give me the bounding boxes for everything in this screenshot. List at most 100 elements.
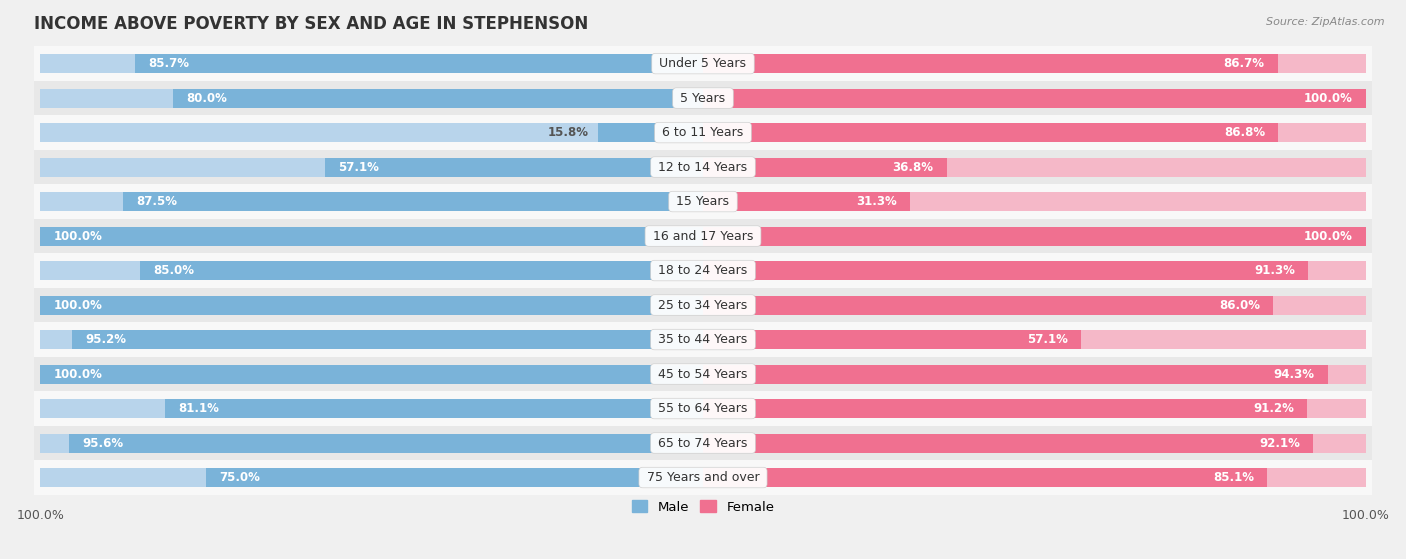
Text: 100.0%: 100.0% — [1303, 92, 1353, 105]
Text: INCOME ABOVE POVERTY BY SEX AND AGE IN STEPHENSON: INCOME ABOVE POVERTY BY SEX AND AGE IN S… — [34, 15, 588, 33]
Bar — [703, 468, 1267, 487]
Bar — [41, 330, 703, 349]
Text: 15 Years: 15 Years — [672, 195, 734, 208]
Text: 65 to 74 Years: 65 to 74 Years — [654, 437, 752, 449]
Bar — [41, 158, 703, 177]
Bar — [166, 399, 703, 418]
Bar — [703, 296, 1365, 315]
Bar — [41, 468, 703, 487]
Text: 86.7%: 86.7% — [1223, 57, 1264, 70]
Text: Under 5 Years: Under 5 Years — [655, 57, 751, 70]
Bar — [41, 123, 703, 142]
Text: 80.0%: 80.0% — [186, 92, 226, 105]
Text: 85.7%: 85.7% — [148, 57, 190, 70]
Bar — [703, 88, 1365, 107]
Bar — [703, 226, 1365, 245]
Text: 91.3%: 91.3% — [1254, 264, 1295, 277]
Text: 6 to 11 Years: 6 to 11 Years — [658, 126, 748, 139]
Text: 15.8%: 15.8% — [547, 126, 588, 139]
Text: 57.1%: 57.1% — [337, 160, 378, 174]
Bar — [135, 54, 703, 73]
Bar — [34, 219, 1372, 253]
Bar — [703, 468, 1365, 487]
Text: 12 to 14 Years: 12 to 14 Years — [654, 160, 752, 174]
Text: 86.8%: 86.8% — [1225, 126, 1265, 139]
Bar — [703, 399, 1308, 418]
Bar — [139, 261, 703, 280]
Bar — [205, 468, 703, 487]
Bar — [34, 253, 1372, 288]
Bar — [703, 364, 1365, 383]
Bar — [72, 330, 703, 349]
Bar — [703, 434, 1313, 453]
Text: 85.0%: 85.0% — [153, 264, 194, 277]
Text: 86.0%: 86.0% — [1219, 299, 1260, 311]
Text: 94.3%: 94.3% — [1274, 367, 1315, 381]
Bar — [41, 226, 703, 245]
Bar — [703, 123, 1278, 142]
Bar — [703, 261, 1365, 280]
Bar — [703, 261, 1308, 280]
Text: 85.1%: 85.1% — [1213, 471, 1254, 484]
Bar — [325, 158, 703, 177]
Text: 95.2%: 95.2% — [86, 333, 127, 346]
Text: 25 to 34 Years: 25 to 34 Years — [654, 299, 752, 311]
Text: 36.8%: 36.8% — [893, 160, 934, 174]
Text: 100.0%: 100.0% — [53, 230, 103, 243]
Text: 35 to 44 Years: 35 to 44 Years — [654, 333, 752, 346]
Bar — [34, 357, 1372, 391]
Text: 45 to 54 Years: 45 to 54 Years — [654, 367, 752, 381]
Text: 75.0%: 75.0% — [219, 471, 260, 484]
Bar — [703, 88, 1365, 107]
Text: 55 to 64 Years: 55 to 64 Years — [654, 402, 752, 415]
Bar — [703, 123, 1365, 142]
Bar — [34, 391, 1372, 426]
Text: 31.3%: 31.3% — [856, 195, 897, 208]
Bar — [703, 158, 1365, 177]
Bar — [41, 296, 703, 315]
Bar — [34, 81, 1372, 115]
Bar — [124, 192, 703, 211]
Text: Source: ZipAtlas.com: Source: ZipAtlas.com — [1267, 17, 1385, 27]
Bar — [34, 460, 1372, 495]
Bar — [41, 364, 703, 383]
Bar — [41, 261, 703, 280]
Bar — [703, 54, 1365, 73]
Bar — [703, 192, 1365, 211]
Bar — [41, 399, 703, 418]
Text: 5 Years: 5 Years — [676, 92, 730, 105]
Bar — [34, 115, 1372, 150]
Bar — [703, 226, 1365, 245]
Bar — [703, 434, 1365, 453]
Bar — [41, 88, 703, 107]
Bar — [34, 323, 1372, 357]
Bar — [703, 399, 1365, 418]
Bar — [703, 364, 1329, 383]
Bar — [34, 184, 1372, 219]
Bar — [69, 434, 703, 453]
Bar — [703, 330, 1365, 349]
Text: 100.0%: 100.0% — [53, 299, 103, 311]
Text: 75 Years and over: 75 Years and over — [643, 471, 763, 484]
Bar — [703, 54, 1278, 73]
Text: 100.0%: 100.0% — [53, 367, 103, 381]
Text: 91.2%: 91.2% — [1253, 402, 1295, 415]
Bar — [41, 434, 703, 453]
Legend: Male, Female: Male, Female — [626, 495, 780, 519]
Bar — [41, 54, 703, 73]
Bar — [703, 192, 911, 211]
Bar — [34, 426, 1372, 460]
Text: 57.1%: 57.1% — [1028, 333, 1069, 346]
Bar — [599, 123, 703, 142]
Bar — [34, 150, 1372, 184]
Bar — [41, 364, 703, 383]
Bar — [34, 288, 1372, 323]
Text: 81.1%: 81.1% — [179, 402, 219, 415]
Bar — [703, 330, 1081, 349]
Bar — [703, 158, 946, 177]
Text: 16 and 17 Years: 16 and 17 Years — [648, 230, 758, 243]
Bar — [41, 192, 703, 211]
Bar — [41, 296, 703, 315]
Text: 95.6%: 95.6% — [83, 437, 124, 449]
Bar — [34, 46, 1372, 81]
